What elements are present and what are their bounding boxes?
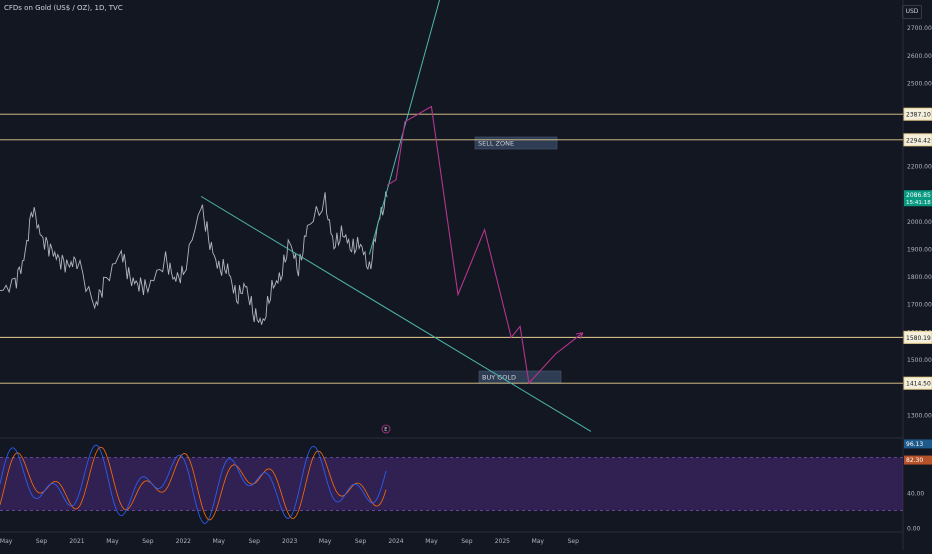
indicator-tick-label: 0.00 [907, 526, 921, 533]
level-price-tag [903, 330, 932, 344]
event-marker-icon [381, 424, 391, 434]
time-tick-label: 2023 [282, 538, 297, 545]
level-price-tag [903, 107, 932, 121]
price-tick-label: 1300.00 [907, 412, 932, 419]
buy-zone-label: BUY GOLD [482, 374, 516, 382]
price-tick-label: 2200.00 [907, 163, 932, 170]
time-tick-label: May [532, 538, 545, 545]
time-tick-label: 2021 [69, 538, 84, 545]
level-price-label: 1580.19 [906, 335, 931, 342]
price-tick-label: 2500.00 [907, 80, 932, 87]
event-marker-label: E [384, 427, 387, 433]
price-tick-label: 2000.00 [907, 219, 932, 226]
time-tick-label: May [213, 538, 226, 545]
level-price-tag [903, 376, 932, 390]
time-tick-label: May [319, 538, 332, 545]
price-tick-label: 1900.00 [907, 246, 932, 253]
indicator-tick-label: 40.00 [907, 490, 924, 497]
current-price-label: 2086.85 [906, 192, 931, 199]
time-tick-label: 2022 [176, 538, 191, 545]
time-tick-label: Sep [461, 538, 473, 545]
price-tick-label: 2700.00 [907, 25, 932, 32]
sell-zone-label: SELL ZONE [478, 140, 514, 148]
time-tick-label: 2025 [495, 538, 510, 545]
trend-line-falling [200, 195, 592, 432]
price-tick-label: 1500.00 [907, 357, 932, 364]
projection-path [386, 105, 582, 385]
stochastic-d-line [0, 446, 387, 521]
price-line [0, 191, 388, 325]
trend-line-rising [368, 0, 441, 255]
time-tick-label: Sep [249, 538, 261, 545]
time-tick-label: Sep [142, 538, 154, 545]
indicator-value-label: 82.30 [906, 457, 923, 464]
time-tick-label: May [0, 538, 13, 545]
time-tick-label: Sep [36, 538, 48, 545]
stochastic-band [0, 457, 903, 511]
time-tick-label: May [425, 538, 438, 545]
stochastic-k-line [0, 444, 387, 524]
price-tick-label: 1800.00 [907, 274, 932, 281]
level-price-label: 2294.42 [906, 137, 931, 144]
indicator-value-label: 96.13 [906, 441, 923, 448]
time-tick-label: 2024 [388, 538, 403, 545]
price-tick-label: 1700.00 [907, 302, 932, 309]
time-tick-label: Sep [568, 538, 580, 545]
current-price-tag [904, 190, 932, 207]
indicator-value-tag [904, 439, 932, 449]
level-price-label: 1414.50 [906, 381, 931, 388]
currency-button[interactable]: USD [902, 5, 922, 19]
indicator-value-tag [904, 455, 932, 465]
level-price-tag [903, 133, 932, 147]
time-tick-label: Sep [355, 538, 367, 545]
price-tick-label: 2600.00 [907, 53, 932, 60]
level-price-label: 2387.10 [906, 112, 931, 119]
countdown-label: 15:41:18 [906, 200, 931, 206]
symbol-title: CFDs on Gold (US$ / OZ), 1D, TVC [4, 4, 123, 12]
time-tick-label: May [106, 538, 119, 545]
